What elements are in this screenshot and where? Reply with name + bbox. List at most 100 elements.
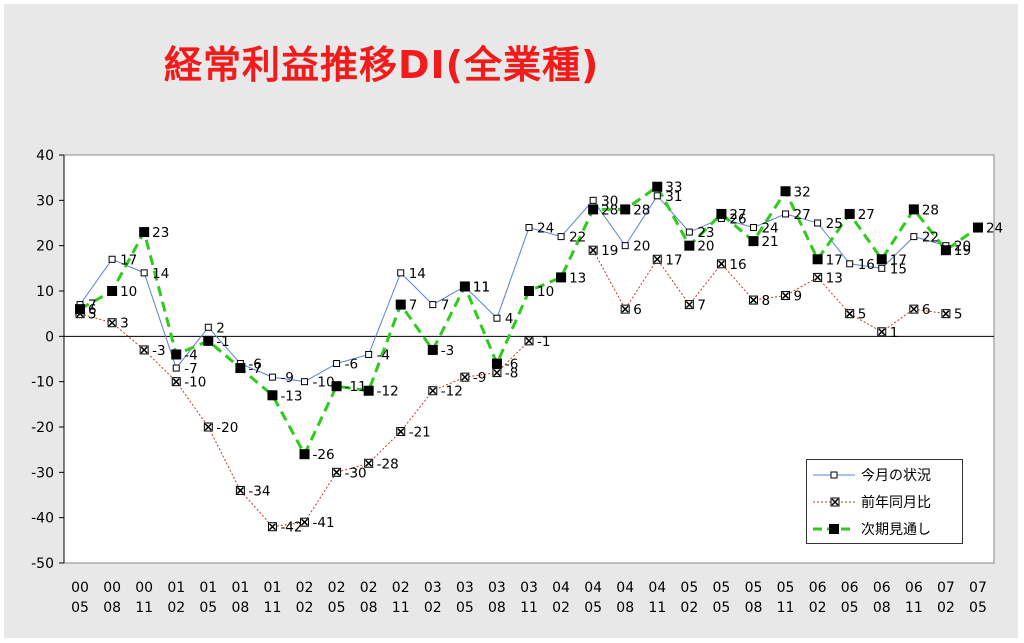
x-tick-label-month: 11 bbox=[520, 600, 538, 616]
data-point-genjo bbox=[749, 224, 757, 232]
x-tick-label-month: 08 bbox=[231, 600, 249, 616]
data-point-outlook bbox=[459, 281, 470, 292]
data-label-genjo: 27 bbox=[794, 207, 811, 223]
data-point-outlook bbox=[299, 449, 310, 460]
data-label-outlook: -6 bbox=[505, 357, 518, 373]
data-label-yoy: -34 bbox=[248, 483, 270, 499]
data-label-yoy: 7 bbox=[697, 298, 706, 314]
x-tick-label-month: 02 bbox=[167, 600, 185, 616]
data-point-outlook bbox=[972, 222, 983, 233]
data-label-genjo: 22 bbox=[922, 230, 939, 246]
data-point-genjo bbox=[397, 269, 405, 277]
x-tick-label-year: 03 bbox=[424, 580, 442, 596]
data-point-genjo bbox=[365, 350, 373, 358]
data-label-outlook: 19 bbox=[954, 243, 971, 259]
data-label-yoy: -30 bbox=[345, 465, 367, 481]
x-tick-label-month: 11 bbox=[264, 600, 282, 616]
data-point-yoy-x bbox=[589, 246, 597, 254]
x-tick-label-year: 03 bbox=[456, 580, 474, 596]
legend-swatch-genjo bbox=[813, 471, 855, 479]
data-label-genjo: 14 bbox=[409, 266, 426, 282]
data-label-outlook: 7 bbox=[409, 298, 418, 314]
data-point-outlook bbox=[235, 363, 246, 374]
data-point-genjo bbox=[589, 196, 597, 204]
data-label-genjo: -6 bbox=[345, 357, 358, 373]
x-tick-label-month: 05 bbox=[712, 600, 730, 616]
x-tick-label-year: 00 bbox=[135, 580, 153, 596]
data-label-genjo: -7 bbox=[184, 361, 197, 377]
data-point-genjo bbox=[493, 314, 501, 322]
data-label-yoy: 5 bbox=[954, 307, 963, 323]
data-point-outlook bbox=[524, 286, 534, 296]
data-label-outlook: 28 bbox=[922, 202, 939, 218]
x-tick-label-year: 07 bbox=[969, 580, 987, 596]
data-point-genjo bbox=[525, 224, 533, 232]
data-point-outlook bbox=[427, 344, 438, 355]
data-point-genjo bbox=[268, 373, 276, 381]
y-tick-label: 40 bbox=[36, 148, 54, 164]
data-point-yoy-x bbox=[397, 428, 405, 436]
data-point-yoy-x bbox=[910, 305, 918, 313]
data-point-yoy-x bbox=[653, 255, 661, 263]
data-point-yoy-x bbox=[172, 378, 180, 386]
data-point-genjo bbox=[910, 233, 918, 241]
x-tick-label-month: 02 bbox=[296, 600, 314, 616]
data-point-outlook bbox=[812, 254, 823, 265]
data-label-genjo: 26 bbox=[729, 211, 746, 227]
data-label-yoy: -3 bbox=[152, 343, 165, 359]
x-tick-label-month: 02 bbox=[552, 600, 570, 616]
data-point-outlook bbox=[363, 385, 374, 396]
data-label-outlook: 17 bbox=[890, 252, 907, 268]
data-point-outlook bbox=[844, 208, 855, 219]
data-label-yoy: -1 bbox=[537, 334, 550, 350]
data-label-yoy: -28 bbox=[377, 456, 399, 472]
data-label-genjo: 7 bbox=[441, 298, 450, 314]
y-tick-label: 0 bbox=[45, 329, 54, 345]
legend-swatch-outlook bbox=[813, 524, 855, 534]
data-label-yoy: 5 bbox=[88, 307, 97, 323]
data-point-yoy-x bbox=[942, 310, 950, 318]
y-tick-label: 20 bbox=[36, 239, 54, 255]
data-point-outlook bbox=[684, 240, 695, 251]
data-label-yoy: 13 bbox=[826, 270, 843, 286]
data-point-outlook bbox=[139, 227, 150, 238]
data-point-genjo bbox=[333, 360, 341, 368]
x-tick-label-month: 05 bbox=[199, 600, 217, 616]
data-point-genjo bbox=[685, 228, 693, 236]
x-tick-label-year: 07 bbox=[937, 580, 955, 596]
data-point-genjo bbox=[204, 323, 212, 331]
x-tick-label-month: 08 bbox=[616, 600, 634, 616]
data-label-genjo: 14 bbox=[152, 266, 169, 282]
data-label-outlook: 33 bbox=[665, 180, 682, 196]
x-tick-label-year: 01 bbox=[231, 580, 249, 596]
data-point-genjo bbox=[301, 378, 309, 386]
x-tick-label-year: 02 bbox=[296, 580, 314, 596]
data-point-outlook bbox=[780, 186, 791, 197]
data-label-genjo: 23 bbox=[697, 225, 714, 241]
x-tick-label-month: 11 bbox=[905, 600, 923, 616]
x-tick-label-month: 08 bbox=[873, 600, 891, 616]
data-point-yoy-x bbox=[140, 346, 148, 354]
data-point-outlook bbox=[908, 204, 919, 215]
x-tick-label-month: 05 bbox=[71, 600, 89, 616]
data-label-genjo: 15 bbox=[890, 261, 907, 277]
y-tick-label: -10 bbox=[31, 375, 54, 391]
x-tick-label-year: 06 bbox=[809, 580, 827, 596]
x-tick-label-month: 02 bbox=[809, 600, 827, 616]
data-label-outlook: 20 bbox=[697, 239, 714, 255]
x-tick-label-year: 01 bbox=[199, 580, 217, 596]
data-point-genjo bbox=[814, 219, 822, 227]
data-point-yoy-x bbox=[333, 468, 341, 476]
x-tick-label-month: 11 bbox=[777, 600, 795, 616]
data-label-yoy: -21 bbox=[409, 425, 431, 441]
legend-label-genjo: 今月の状況 bbox=[861, 468, 931, 484]
x-tick-label-month: 08 bbox=[488, 600, 506, 616]
x-tick-label-year: 05 bbox=[745, 580, 763, 596]
x-tick-label-year: 06 bbox=[841, 580, 859, 596]
x-tick-label-year: 06 bbox=[905, 580, 923, 596]
x-tick-label-month: 08 bbox=[103, 600, 121, 616]
y-tick-label: 10 bbox=[36, 284, 54, 300]
data-label-yoy: -42 bbox=[280, 520, 302, 536]
x-tick-label-year: 03 bbox=[520, 580, 538, 596]
data-label-yoy: 16 bbox=[729, 257, 746, 273]
